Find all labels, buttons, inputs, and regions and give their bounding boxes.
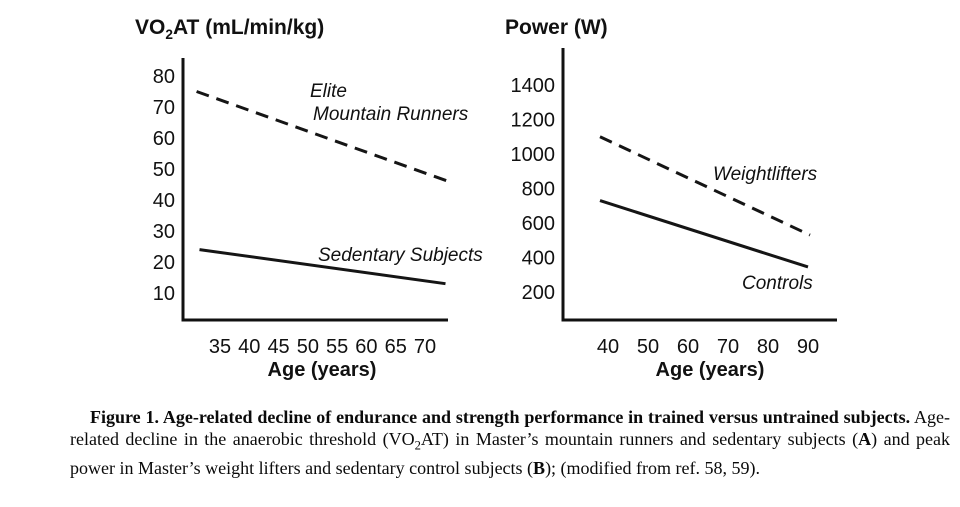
- series-label-controls: Controls: [742, 273, 813, 294]
- x-tick-label: 45: [267, 336, 289, 358]
- chart-a-title-rest: AT (mL/min/kg): [172, 16, 325, 39]
- x-axis-title: Age (years): [268, 359, 377, 381]
- x-tick-label: 70: [414, 336, 436, 358]
- x-tick-label: 50: [637, 336, 659, 358]
- y-tick-label: 20: [153, 252, 175, 274]
- chart-a-title-subscript: 2: [165, 27, 173, 43]
- x-tick-label: 35: [209, 336, 231, 358]
- caption-text-4: ); (modified from ref. 58, 59).: [545, 457, 760, 478]
- chart-b-title: Power (W): [505, 16, 608, 42]
- y-tick-label: 70: [153, 97, 175, 119]
- x-tick-label: 60: [355, 336, 377, 358]
- y-tick-label: 800: [522, 179, 555, 201]
- x-tick-label: 70: [717, 336, 739, 358]
- caption-panel-a-ref: A: [858, 429, 872, 449]
- caption-panel-b-ref: B: [533, 457, 546, 478]
- y-tick-label: 80: [153, 66, 175, 88]
- series-label-mountain-runners: Mountain Runners: [313, 104, 469, 125]
- series-line-sedentary-subjects: [199, 248, 446, 286]
- x-tick-label: 90: [797, 336, 819, 358]
- caption-vo2-subscript: 2: [414, 438, 421, 453]
- x-tick-label: 55: [326, 336, 348, 358]
- x-tick-label: 40: [597, 336, 619, 358]
- x-tick-label: 80: [757, 336, 779, 358]
- caption-text-3: ) and peak power in Master’s weight lift…: [70, 429, 950, 478]
- series-line-elite-mountain-runners: [196, 90, 449, 183]
- x-tick-label: 50: [297, 336, 319, 358]
- caption-text-2: AT) in Master’s mountain runners and sed…: [420, 429, 859, 449]
- caption-figure-label: Figure 1. Age-related decline of enduran…: [90, 407, 911, 427]
- x-axis-title: Age (years): [656, 359, 765, 381]
- chart-panel-a: 80 70 60 50 40 30 20 10 35 40 45 50 55 60 65 70 Age (yea…: [153, 58, 483, 381]
- y-tick-label: 1200: [511, 110, 556, 132]
- series-label-sedentary-subjects: Sedentary Subjects: [318, 245, 483, 266]
- x-tick-label: 40: [238, 336, 260, 358]
- chart-b-title-main: Power (W): [505, 16, 608, 39]
- y-tick-label: 60: [153, 128, 175, 150]
- series-line-weightlifters: [599, 135, 811, 237]
- x-tick-label: 60: [677, 336, 699, 358]
- chart-a-title: VO2AT (mL/min/kg): [135, 16, 324, 42]
- chart-a-title-main: VO: [135, 16, 166, 39]
- series-label-weightlifters: Weightlifters: [713, 164, 818, 185]
- y-tick-label: 30: [153, 221, 175, 243]
- y-tick-label: 10: [153, 283, 175, 305]
- y-tick-label: 400: [522, 248, 555, 270]
- y-tick-label: 1000: [511, 144, 556, 166]
- y-tick-label: 600: [522, 213, 555, 235]
- series-line-controls: [599, 199, 809, 269]
- y-tick-label: 40: [153, 190, 175, 212]
- y-tick-label: 50: [153, 159, 175, 181]
- caption-text-1: Age-related decline in the anaerobic thr…: [70, 407, 950, 449]
- figure-caption: Figure 1. Age-related decline of enduran…: [70, 406, 950, 479]
- x-tick-label: 65: [385, 336, 407, 358]
- chart-panel-b: 1400 1200 1000 800 600 400 200 40 50 60 70 80 90 Age …: [511, 48, 837, 381]
- y-tick-label: 1400: [511, 75, 556, 97]
- y-tick-label: 200: [522, 282, 555, 304]
- series-label-elite: Elite: [310, 81, 347, 102]
